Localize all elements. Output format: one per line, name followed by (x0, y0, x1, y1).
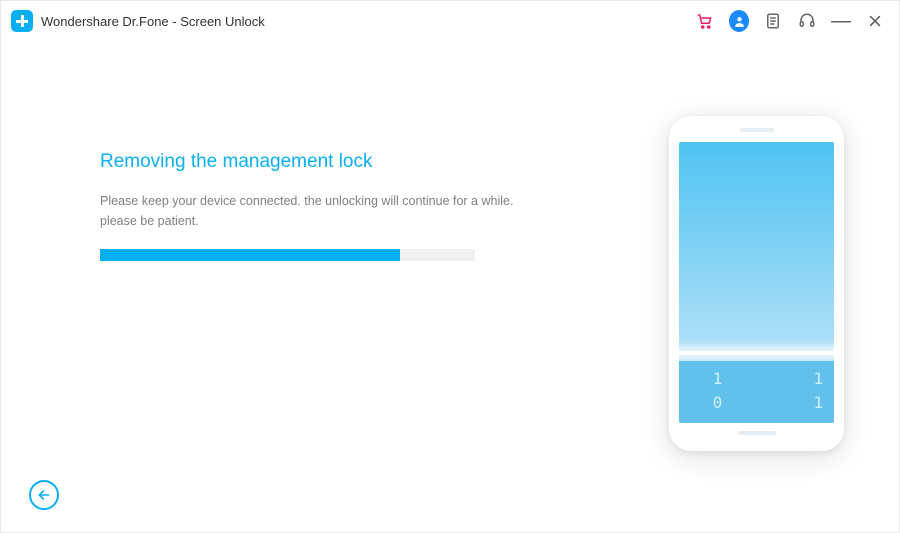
back-button[interactable] (29, 480, 59, 510)
page-subtext: Please keep your device connected. the u… (100, 191, 520, 231)
progress-fill (100, 249, 400, 261)
cart-icon[interactable] (695, 11, 715, 31)
close-icon[interactable] (865, 11, 885, 31)
minimize-icon[interactable]: — (831, 11, 851, 31)
phone-illustration: 1 1 0 0 1 0 (669, 116, 844, 451)
phone-home-icon (738, 431, 776, 435)
phone-speaker-icon (740, 128, 774, 132)
app-logo-icon (11, 10, 33, 32)
window-title: Wondershare Dr.Fone - Screen Unlock (41, 14, 265, 29)
phone-matrix-text: 1 1 0 0 1 0 (679, 361, 834, 423)
main-content: Removing the management lock Please keep… (1, 41, 899, 532)
titlebar: Wondershare Dr.Fone - Screen Unlock — (1, 1, 899, 41)
phone-scanline-icon (679, 351, 834, 355)
phone-screen: 1 1 0 0 1 0 (679, 142, 834, 423)
progress-bar (100, 249, 475, 261)
support-icon[interactable] (797, 11, 817, 31)
page-heading: Removing the management lock (100, 151, 372, 173)
user-icon[interactable] (729, 11, 749, 31)
feedback-icon[interactable] (763, 11, 783, 31)
